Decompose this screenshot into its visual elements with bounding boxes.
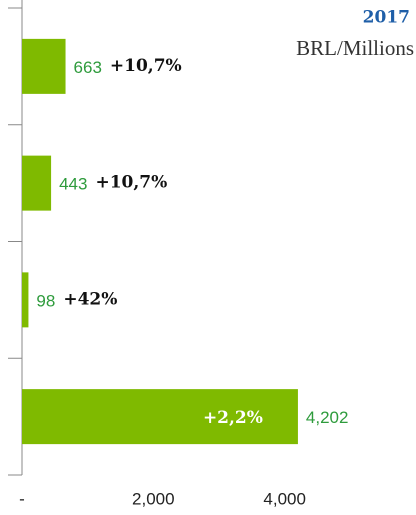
bar (22, 38, 66, 94)
value-label: 98 (36, 291, 55, 310)
x-tick-label: - (19, 489, 25, 508)
value-label: 663 (74, 58, 102, 77)
annotation: +10,7% (95, 173, 167, 193)
unit-label: BRL/Millions (296, 36, 414, 60)
value-label: 4,202 (306, 408, 349, 427)
chart-subtitle: 2017 (363, 8, 410, 28)
value-label: 443 (59, 175, 87, 194)
annotation: +2,2% (203, 408, 263, 428)
bar (22, 389, 298, 445)
annotation: +10,7% (110, 56, 182, 76)
annotation: +42% (63, 289, 117, 309)
x-tick-label: 4,000 (263, 489, 306, 508)
bar (22, 272, 29, 328)
x-tick-label: 2,000 (132, 489, 175, 508)
bar (22, 155, 52, 211)
